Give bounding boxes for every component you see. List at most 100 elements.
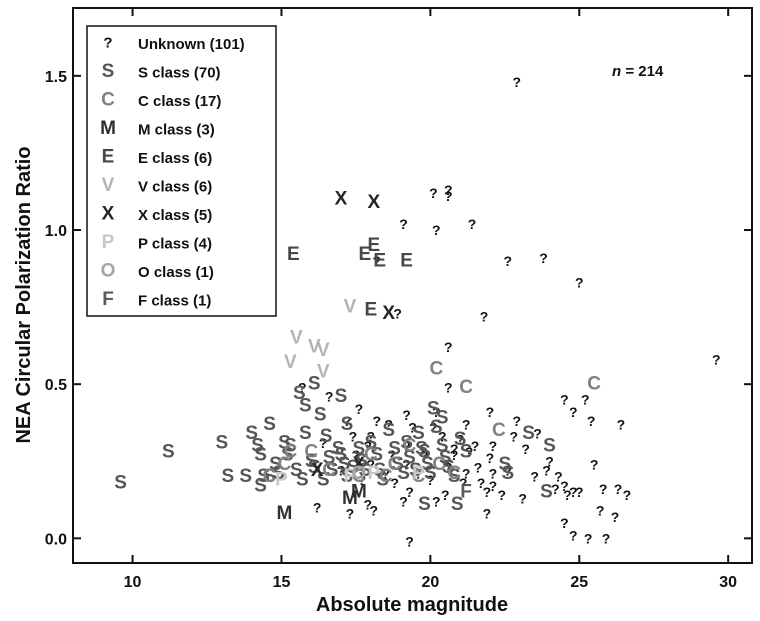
data-point: ? [387,447,396,463]
data-point: ? [569,484,578,500]
data-point: S [436,435,449,456]
data-point: ? [358,472,367,488]
data-point: ? [587,413,596,429]
data-point: S [540,482,553,503]
data-point: C [492,420,506,441]
data-point: S [424,463,437,484]
data-point: S [320,426,333,447]
data-point: S [522,423,535,444]
data-point: ? [462,466,471,482]
data-point: ? [364,438,373,454]
data-point: ? [384,416,393,432]
data-point: S [442,457,455,478]
y-tick-label: 0.0 [45,531,67,548]
data-point: ? [539,250,548,266]
legend-label: X class (5) [138,207,212,224]
data-point: S [338,454,351,475]
data-point: E [287,244,300,265]
data-point: ? [405,533,414,549]
data-point: S [418,494,431,515]
data-point: S [326,460,339,481]
data-point: C [403,435,417,456]
legend-label: O class (1) [138,264,214,281]
data-point: ? [512,413,521,429]
data-point: S [299,395,312,416]
data-point: M [351,482,367,503]
data-point: ? [444,379,453,395]
data-point: S [308,457,321,478]
data-point: X [367,192,380,213]
data-point: S [114,472,127,493]
data-point: C [278,454,292,475]
legend-label: C class (17) [138,93,221,110]
data-point: V [308,337,321,358]
data-point: S [421,454,434,475]
data-point: ? [319,435,328,451]
data-point: ? [617,416,626,432]
data-point: P [344,466,357,487]
x-tick-label: 15 [273,574,291,591]
data-point: S [335,386,348,407]
data-point: S [254,475,267,496]
data-point: S [364,432,377,453]
data-point: ? [560,478,569,494]
data-point: S [314,405,327,426]
data-point: S [278,432,291,453]
data-point: ? [444,182,453,198]
data-point: ? [486,450,495,466]
data-point: S [373,460,386,481]
data-point: ? [712,352,721,368]
legend-symbol: E [102,147,115,168]
x-tick-label: 30 [719,574,737,591]
data-point: ? [429,419,438,435]
data-point: S [269,454,282,475]
data-point: ? [372,413,381,429]
data-point: ? [614,481,623,497]
n-annotation-rest: = 214 [621,63,664,80]
legend-symbol: F [102,289,114,310]
data-point: ? [554,469,563,485]
data-point: ? [581,392,590,408]
data-point: S [418,442,431,463]
legend-label: P class (4) [138,236,212,253]
data-point: S [317,469,330,490]
data-point: ? [444,459,453,475]
data-point: ? [560,515,569,531]
data-point: ? [474,459,483,475]
data-point: ? [489,478,498,494]
data-point: ? [602,530,611,546]
data-point: S [409,460,422,481]
plot-frame [72,7,753,564]
data-point: S [430,417,443,438]
data-point: M [342,488,358,509]
data-point: S [388,438,401,459]
data-point: ? [402,456,411,472]
data-point: O [352,463,367,484]
data-point: S [296,469,309,490]
data-point: V [317,340,330,361]
data-point: S [293,383,306,404]
data-point: S [332,438,345,459]
data-point: ? [462,416,471,432]
data-point: C [304,442,318,463]
data-point: ? [542,463,551,479]
data-point: S [370,445,383,466]
data-point: ? [444,339,453,355]
data-point: S [356,451,369,472]
data-point: S [347,457,360,478]
data-point: ? [489,438,498,454]
data-point: F [460,482,472,503]
data-point: C [447,463,461,484]
data-point: S [359,460,372,481]
data-point: ? [518,490,527,506]
data-point: ? [498,487,507,503]
data-point: ? [611,509,620,525]
data-point: C [429,358,443,379]
data-point: ? [346,506,355,522]
data-point: S [341,414,354,435]
data-point: V [317,361,330,382]
data-point: ? [402,407,411,423]
data-point: C [459,377,473,398]
data-point: ? [414,466,423,482]
